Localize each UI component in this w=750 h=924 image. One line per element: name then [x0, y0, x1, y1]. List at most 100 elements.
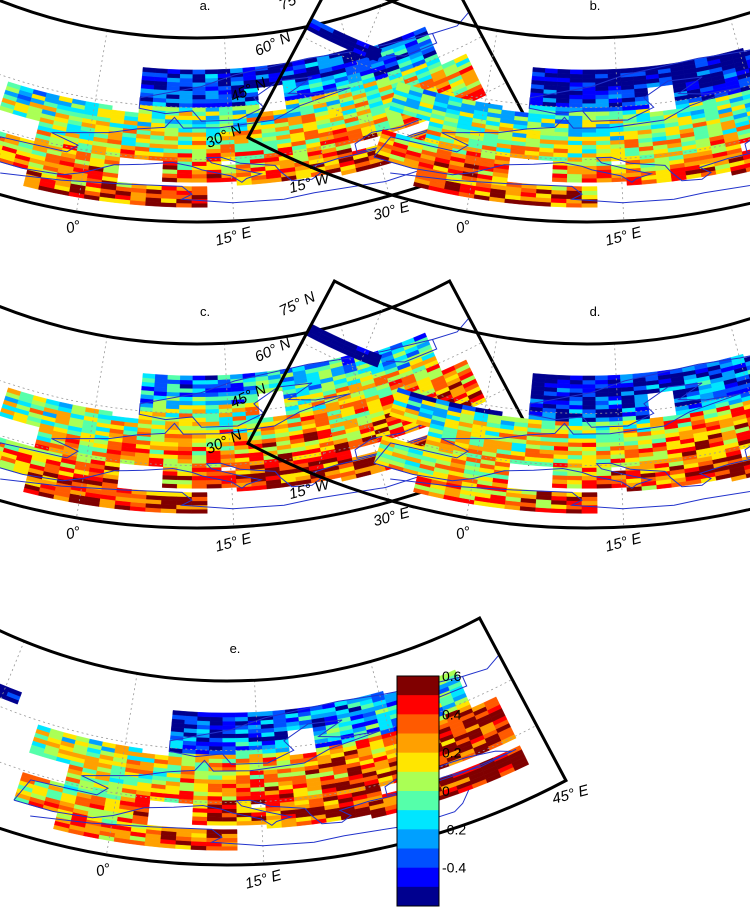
grid-cell	[192, 404, 207, 410]
grid-cell	[554, 131, 569, 137]
coastline	[30, 789, 470, 847]
grid-cell	[194, 774, 209, 780]
grid-cell	[620, 373, 634, 380]
grid-cell	[192, 450, 207, 456]
grid-cell	[176, 483, 193, 489]
grid-cell	[205, 73, 219, 79]
grid-cell	[582, 384, 596, 389]
coastline	[0, 105, 487, 183]
grid-cell	[177, 475, 193, 481]
grid-cell	[179, 73, 194, 79]
grid-cell	[192, 454, 207, 460]
grid-cell	[177, 454, 193, 460]
grid-cell	[192, 379, 206, 385]
grid-cell	[582, 136, 597, 141]
grid-cell	[166, 387, 181, 393]
grid-cell	[165, 102, 180, 108]
grid-cell	[176, 177, 193, 183]
grid-cell	[581, 479, 598, 485]
grid-cell	[192, 78, 206, 83]
meridian-line	[730, 324, 750, 502]
grid-cell	[582, 140, 597, 146]
grid-cell	[180, 69, 194, 75]
grid-cell	[595, 106, 610, 112]
grid-cell	[196, 724, 211, 730]
grid-cell	[205, 106, 220, 112]
grid-cell	[582, 73, 596, 79]
grid-cell	[208, 758, 223, 764]
grid-cell	[222, 775, 237, 780]
parallel-line	[0, 387, 507, 466]
grid-cell	[567, 479, 583, 485]
grid-cell	[177, 144, 193, 150]
grid-cell	[205, 421, 220, 427]
grid-cell	[555, 408, 570, 414]
grid-cell	[167, 374, 181, 381]
grid-cell	[205, 412, 220, 418]
grid-cell	[582, 458, 597, 464]
coastline	[462, 654, 500, 677]
grid-cell	[555, 420, 570, 426]
grid-cell	[205, 404, 220, 410]
grid-cell	[191, 467, 207, 472]
grid-cell	[222, 721, 236, 726]
grid-cell	[582, 446, 597, 452]
grid-cell	[206, 152, 222, 158]
grid-cell	[163, 449, 179, 456]
grid-cell	[567, 475, 583, 481]
grid-cell	[179, 387, 193, 393]
grid-cell	[163, 148, 179, 154]
grid-cell	[206, 820, 223, 826]
grid-cell	[368, 350, 383, 360]
meridian-line	[314, 304, 385, 475]
colorbar-tick-label: 0.4	[442, 706, 462, 722]
grid-cell	[743, 96, 750, 105]
grid-cell	[553, 152, 569, 158]
grid-cell	[177, 173, 193, 179]
grid-cell	[179, 81, 193, 87]
grid-cell	[532, 67, 546, 73]
colorbar-segment	[397, 829, 439, 849]
latitude-label: 75° N	[277, 0, 318, 14]
grid-cell	[413, 332, 427, 342]
grid-cell	[205, 400, 220, 406]
grid-cell	[567, 169, 583, 175]
grid-cell	[163, 152, 179, 158]
grid-cell	[581, 500, 598, 506]
grid-cell	[748, 370, 750, 379]
grid-cell	[193, 791, 209, 797]
grid-cell	[205, 110, 220, 116]
grid-cell	[570, 375, 584, 381]
grid-cell	[192, 103, 207, 108]
grid-cell	[569, 94, 583, 100]
grid-cell	[744, 358, 750, 367]
parallel-line	[0, 81, 507, 160]
grid-cell	[553, 454, 569, 460]
grid-cell	[192, 400, 206, 406]
grid-cell	[483, 696, 499, 707]
grid-cell	[221, 829, 238, 834]
grid-cell	[582, 409, 597, 414]
grid-cell	[557, 383, 571, 389]
grid-cell	[165, 408, 180, 414]
grid-cell	[197, 711, 211, 718]
grid-cell	[236, 778, 251, 784]
meridian-line	[254, 680, 265, 865]
grid-cell	[142, 67, 156, 73]
grid-cell	[195, 745, 210, 751]
grid-cell	[551, 483, 568, 489]
grid-cell	[595, 412, 610, 418]
grid-cell	[582, 425, 597, 431]
grid-cell	[553, 143, 569, 150]
grid-cell	[192, 94, 206, 100]
grid-cell	[191, 463, 207, 468]
grid-cell	[221, 804, 237, 809]
grid-cell	[191, 177, 208, 183]
grid-cell	[582, 90, 596, 96]
grid-cell	[744, 406, 750, 415]
longitude-label: 30° E	[372, 198, 413, 224]
grid-cell	[142, 373, 156, 379]
grid-cell	[235, 758, 250, 764]
grid-cell	[206, 471, 222, 477]
meridian-line	[224, 343, 235, 528]
